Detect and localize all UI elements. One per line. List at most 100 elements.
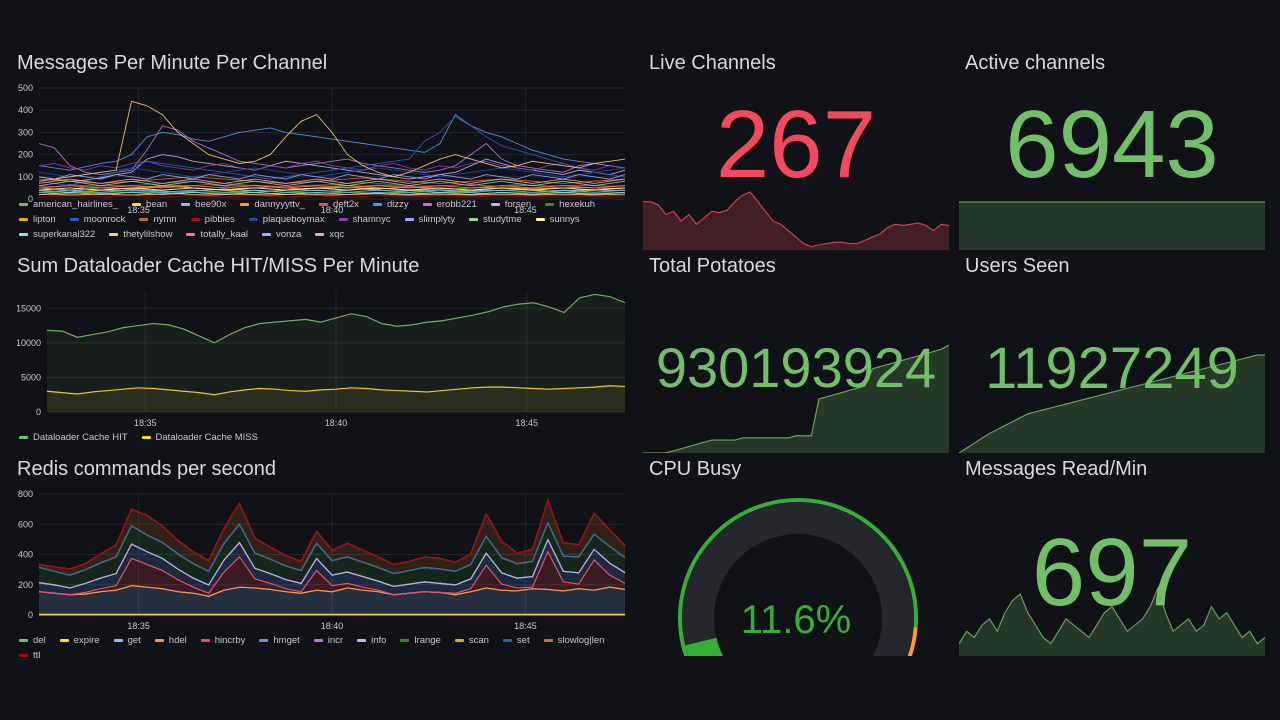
sparkline-area bbox=[959, 588, 1265, 656]
legend-item-superkanal322[interactable]: superkanal322 bbox=[19, 229, 95, 240]
panel-cpu-busy: CPU Busy 11.6% bbox=[643, 458, 949, 656]
legend-item-forsen[interactable]: forsen bbox=[490, 199, 531, 210]
y-tick-label: 10000 bbox=[17, 338, 41, 348]
legend-item-moonrock[interactable]: moonrock bbox=[69, 214, 125, 225]
y-tick-label: 200 bbox=[18, 150, 33, 160]
legend-label: ttl bbox=[33, 650, 41, 661]
legend-item-slimplyty[interactable]: slimplyty bbox=[404, 214, 455, 225]
series-area-lrange bbox=[39, 522, 625, 588]
series-line-superkanal322 bbox=[38, 191, 626, 196]
y-tick-label: 200 bbox=[18, 580, 33, 590]
legend-item-deft2x[interactable]: deft2x bbox=[319, 199, 359, 210]
legend-item-ttl[interactable]: ttl bbox=[19, 650, 40, 661]
x-tick-label: 18:45 bbox=[514, 205, 537, 215]
legend-swatch bbox=[141, 436, 151, 439]
legend-item-slowlog-len[interactable]: slowlog|len bbox=[543, 635, 604, 646]
legend-swatch bbox=[313, 639, 323, 642]
series-line-pibbies bbox=[38, 195, 626, 198]
y-tick-label: 100 bbox=[18, 172, 33, 182]
panel-title[interactable]: Active channels bbox=[965, 52, 1106, 74]
series-line-dizzy bbox=[38, 113, 626, 171]
legend-item-erobb221[interactable]: erobb221 bbox=[422, 199, 477, 210]
legend-item-hmget[interactable]: hmget bbox=[259, 635, 300, 646]
y-tick-label: 600 bbox=[18, 519, 33, 529]
legend-item-nymn[interactable]: nymn bbox=[139, 214, 177, 225]
legend-swatch bbox=[181, 203, 191, 206]
series-line-hincrby bbox=[38, 550, 626, 596]
panel-title[interactable]: Messages Read/Min bbox=[965, 458, 1148, 480]
legend-item-info[interactable]: info bbox=[357, 635, 386, 646]
cache-chart[interactable]: 0 5000 10000 15000 18:35 18:40 18:45 bbox=[17, 287, 629, 432]
panel-title[interactable]: Total Potatoes bbox=[649, 255, 776, 277]
legend-item-american-hairlines[interactable]: american_hairlines_ bbox=[19, 199, 118, 210]
legend-item-bee90x[interactable]: bee90x bbox=[181, 199, 226, 210]
legend-label: superkanal322 bbox=[33, 229, 96, 240]
legend-swatch bbox=[422, 203, 432, 206]
panel-title[interactable]: Live Channels bbox=[649, 52, 776, 74]
legend-item-dizzy[interactable]: dizzy bbox=[372, 199, 409, 210]
legend-item-shamnyc[interactable]: shamnyc bbox=[338, 214, 391, 225]
y-tick-label: 800 bbox=[18, 490, 33, 499]
x-tick-label: 18:35 bbox=[134, 418, 157, 428]
legend-item-hdel[interactable]: hdel bbox=[154, 635, 187, 646]
legend-item-lipton[interactable]: lipton bbox=[19, 214, 56, 225]
x-tick-label: 18:40 bbox=[325, 418, 348, 428]
series-line-vonza bbox=[38, 189, 626, 193]
legend-item-pibbies[interactable]: pibbies bbox=[190, 214, 235, 225]
sparkline-area bbox=[643, 192, 949, 250]
legend-item-dataloader-cache-miss[interactable]: Dataloader Cache MISS bbox=[141, 432, 258, 443]
active-channels-value: 6943 bbox=[1005, 91, 1219, 198]
legend-item-sunnys[interactable]: sunnys bbox=[535, 214, 580, 225]
legend-item-del[interactable]: del bbox=[19, 635, 46, 646]
sparkline-line bbox=[959, 586, 1265, 645]
legend-label: scan bbox=[468, 635, 489, 646]
legend-item-hexekuh[interactable]: hexekuh bbox=[545, 199, 595, 210]
legend-item-lrange[interactable]: lrange bbox=[400, 635, 441, 646]
legend-item-expire[interactable]: expire bbox=[59, 635, 100, 646]
legend-label: thetylilshow bbox=[123, 229, 173, 240]
legend-item-studytme[interactable]: studytme bbox=[469, 214, 522, 225]
legend-item-scan[interactable]: scan bbox=[454, 635, 489, 646]
messages-chart[interactable]: 0 100 200 300 400 500 18:35 18:40 18:45 bbox=[17, 84, 629, 219]
legend-label: set bbox=[516, 635, 530, 646]
users-seen-value: 11927249 bbox=[985, 336, 1239, 401]
cache-legend: Dataloader Cache HIT Dataloader Cache MIS… bbox=[19, 432, 624, 443]
series-line-moonrock bbox=[38, 116, 626, 187]
legend-item-vonza[interactable]: vonza bbox=[261, 229, 301, 240]
series-line-totally-kaal bbox=[38, 185, 626, 189]
legend-item-get[interactable]: get bbox=[113, 635, 141, 646]
cpu-busy-value: 11.6% bbox=[740, 598, 852, 642]
series-line-american-hairlines bbox=[38, 191, 626, 194]
legend-item-plaqueboymax[interactable]: plaqueboymax bbox=[248, 214, 325, 225]
series-line-nymn bbox=[38, 176, 626, 184]
redis-chart[interactable]: 0 200 400 600 800 18:35 18:40 18:45 bbox=[17, 490, 629, 635]
panel-messages-read: Messages Read/Min 697 bbox=[959, 458, 1265, 656]
legend-item-hincrby[interactable]: hincrby bbox=[200, 635, 245, 646]
panel-title[interactable]: Sum Dataloader Cache HIT/MISS Per Minute bbox=[17, 255, 420, 277]
legend-item-dataloader-cache-hit[interactable]: Dataloader Cache HIT bbox=[19, 432, 128, 443]
series-line-set bbox=[38, 521, 626, 576]
legend-swatch bbox=[186, 233, 196, 236]
panel-title[interactable]: Messages Per Minute Per Channel bbox=[17, 52, 328, 74]
panel-title[interactable]: Redis commands per second bbox=[17, 458, 277, 480]
panel-title[interactable]: CPU Busy bbox=[649, 458, 742, 480]
legend-item-incr[interactable]: incr bbox=[313, 635, 343, 646]
legend-label: bee90x bbox=[195, 199, 227, 210]
panel-messages-per-minute: Messages Per Minute Per Channel 0 100 200 3… bbox=[17, 52, 629, 244]
legend-label: Dataloader Cache HIT bbox=[33, 432, 128, 443]
legend-item-xqc[interactable]: xqc bbox=[315, 229, 344, 240]
legend-swatch bbox=[338, 218, 348, 221]
legend-item-set[interactable]: set bbox=[502, 635, 530, 646]
legend-item-bean[interactable]: bean bbox=[132, 199, 167, 210]
y-tick-label: 300 bbox=[18, 127, 33, 137]
legend-label: erobb221 bbox=[436, 199, 477, 210]
gauge-threshold-orange bbox=[907, 627, 918, 656]
legend-swatch bbox=[261, 233, 271, 236]
legend-item-thetylilshow[interactable]: thetylilshow bbox=[109, 229, 172, 240]
legend-item-totally-kaal[interactable]: totally_kaal bbox=[186, 229, 248, 240]
legend-label: pibbies bbox=[204, 214, 235, 225]
legend-swatch bbox=[372, 203, 382, 206]
legend-item-dannyyyttv[interactable]: dannyyyttv_ bbox=[240, 199, 305, 210]
legend-swatch bbox=[19, 203, 28, 206]
panel-title[interactable]: Users Seen bbox=[965, 255, 1070, 277]
